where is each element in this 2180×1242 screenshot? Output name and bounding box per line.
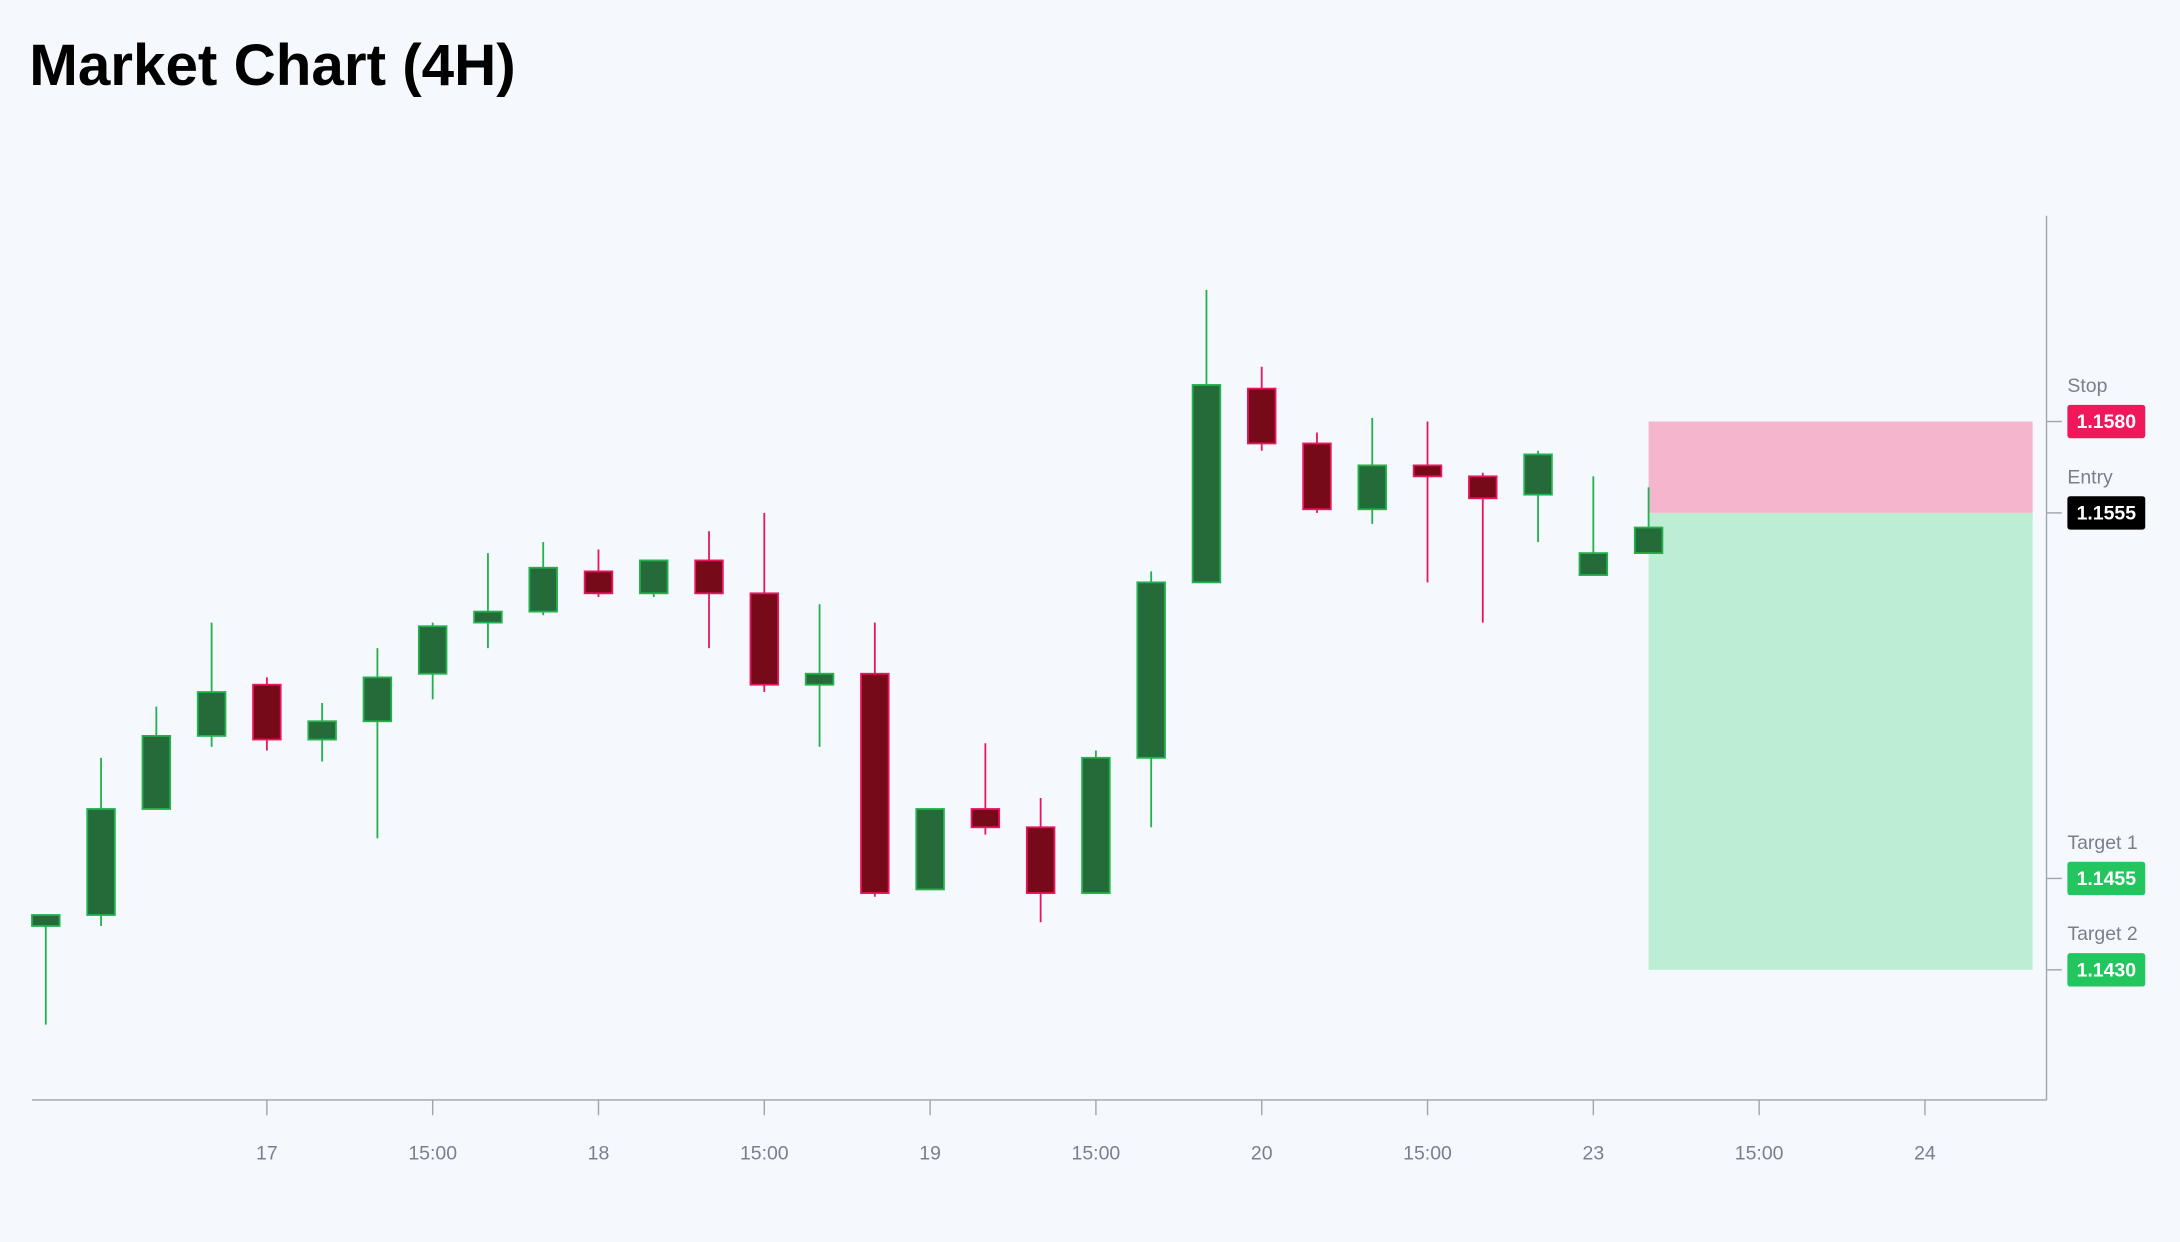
candle-body (1136, 581, 1166, 759)
level-name: Entry (2067, 466, 2113, 488)
candle-body (141, 734, 172, 810)
candle-body (252, 683, 282, 741)
target-zone (1648, 512, 2033, 970)
candle-body (1025, 826, 1056, 894)
x-tick-label: 18 (588, 1142, 610, 1164)
candle-body (1357, 464, 1387, 511)
candle-body (804, 672, 835, 686)
candle-body (860, 672, 890, 894)
level-label: 1.1455 (2077, 868, 2137, 890)
candle-body (1191, 384, 1222, 584)
x-tick-label: 15:00 (740, 1142, 789, 1164)
candle-body (1633, 526, 1664, 555)
candle-body (362, 676, 393, 723)
candle-body (583, 570, 614, 595)
candle-body (196, 691, 227, 737)
candle-body (915, 808, 945, 891)
x-tick-label: 20 (1251, 1142, 1273, 1164)
candle-body (307, 720, 337, 741)
level-label-bg (2067, 496, 2146, 530)
x-tick-label: 15:00 (1403, 1142, 1452, 1164)
x-tick-label: 15:00 (408, 1142, 457, 1164)
candle-body (473, 610, 503, 624)
candle-body (1468, 475, 1498, 500)
level-name: Stop (2067, 375, 2107, 397)
x-tick-label: 24 (1914, 1142, 1936, 1164)
candle-body (1081, 756, 1111, 894)
x-tick-label: 15:00 (1072, 1142, 1121, 1164)
candle-body (417, 625, 448, 675)
zones (1648, 421, 2033, 970)
chart-title: Market Chart (4H) (29, 33, 516, 98)
level-name: Target 1 (2067, 832, 2137, 854)
level-label-bg (2067, 953, 2146, 987)
level-label-bg (2067, 404, 2146, 439)
candle-body (970, 808, 1001, 829)
x-tick-label: 17 (256, 1142, 278, 1164)
level-label: 1.1580 (2077, 411, 2137, 433)
candle-body (528, 566, 558, 613)
x-tick-label: 19 (919, 1142, 941, 1164)
x-tick-label: 15:00 (1735, 1142, 1784, 1164)
candle-body (1246, 387, 1277, 445)
stop-zone (1648, 421, 2033, 513)
level-label: 1.1555 (2077, 502, 2137, 524)
candle-body (1523, 453, 1553, 496)
candle-body (86, 808, 116, 916)
candle-body (1578, 552, 1609, 576)
candle-body (694, 559, 724, 595)
candle-body (749, 592, 780, 686)
candle-body (639, 559, 669, 595)
x-tick-label: 23 (1583, 1142, 1605, 1164)
level-label-bg (2067, 861, 2146, 896)
candle-body (1302, 442, 1332, 511)
level-name: Target 2 (2067, 923, 2137, 945)
candle-body (1412, 464, 1443, 478)
level-label: 1.1430 (2077, 959, 2137, 981)
candle-body (31, 914, 61, 927)
